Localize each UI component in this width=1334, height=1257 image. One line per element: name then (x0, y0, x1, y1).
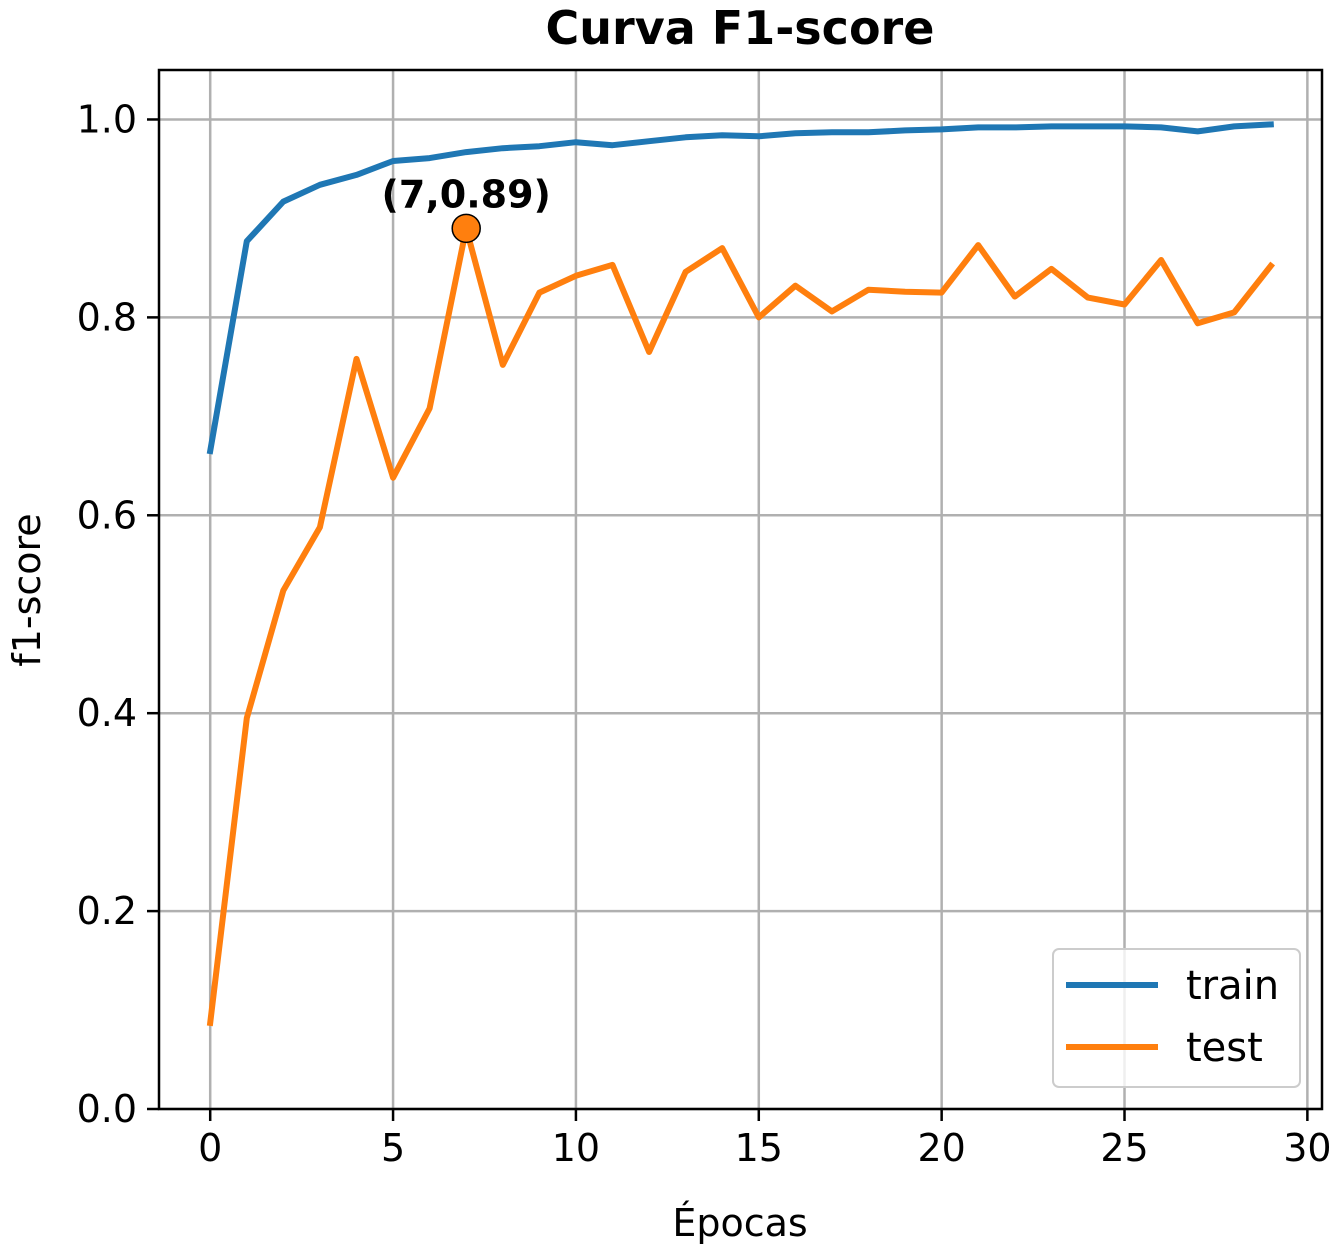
data-series (206, 121, 1276, 1027)
series-line-train (206, 121, 1274, 455)
x-tick-label: 30 (1283, 1126, 1331, 1170)
annotation: (7,0.89) (382, 172, 551, 244)
y-tick-label: 0.6 (77, 493, 137, 537)
chart-title: Curva F1-score (546, 1, 935, 55)
y-axis-ticks: 0.0 0.2 0.4 0.6 0.8 1.0 (77, 97, 159, 1131)
series-line-test (206, 225, 1276, 1027)
y-tick-label: 1.0 (77, 97, 137, 141)
x-tick-label: 15 (735, 1126, 783, 1170)
annotation-marker (451, 213, 481, 244)
y-tick-label: 0.8 (77, 295, 137, 339)
y-tick-label: 0.4 (77, 691, 137, 735)
x-axis-ticks: 0 5 10 15 20 25 30 (198, 1109, 1332, 1170)
legend-label-train: train (1186, 963, 1279, 1009)
x-tick-label: 10 (552, 1126, 600, 1170)
legend-label-test: test (1186, 1025, 1263, 1071)
x-tick-label: 20 (917, 1126, 965, 1170)
plot-frame (157, 68, 1324, 1111)
x-tick-label: 0 (198, 1126, 222, 1170)
legend: train test (1052, 948, 1301, 1088)
x-tick-label: 5 (381, 1126, 405, 1170)
x-tick-label: 25 (1100, 1126, 1148, 1170)
y-tick-label: 0.0 (77, 1087, 137, 1131)
y-axis-label: f1-score (5, 513, 49, 666)
x-axis-label: Épocas (672, 1201, 807, 1245)
y-tick-label: 0.2 (77, 889, 137, 933)
annotation-label: (7,0.89) (382, 172, 551, 216)
